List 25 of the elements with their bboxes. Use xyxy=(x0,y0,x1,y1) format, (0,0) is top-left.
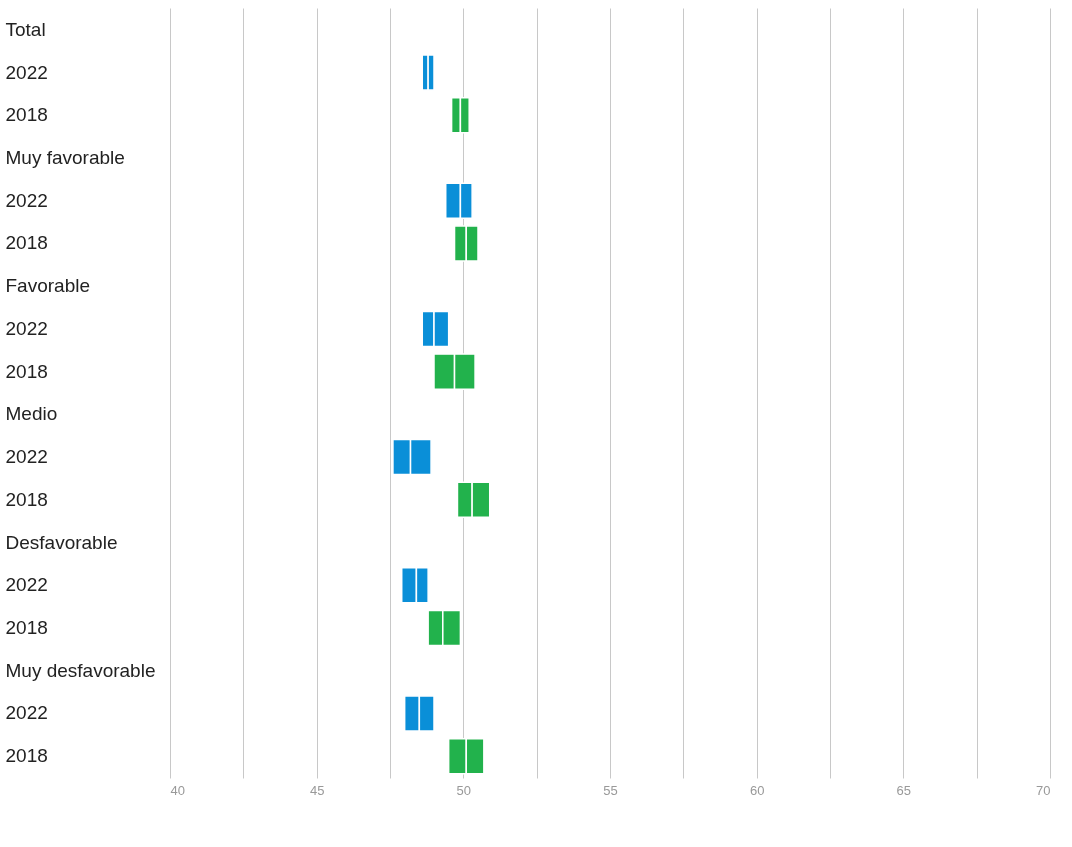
y-tick-label: 2018 xyxy=(5,232,48,254)
y-tick-label: 2022 xyxy=(5,446,48,468)
y-tick-label: 2022 xyxy=(5,189,48,211)
y-tick-label: Total xyxy=(5,18,46,40)
y-tick-label: 2018 xyxy=(5,360,48,382)
x-tick-label: 45 xyxy=(309,782,325,798)
x-tick-label: 55 xyxy=(603,782,618,798)
y-tick-label: Medio xyxy=(5,403,58,425)
y-tick-label: 2022 xyxy=(5,317,48,339)
y-tick-label: 2022 xyxy=(5,574,48,596)
y-tick-label: Desfavorable xyxy=(5,531,118,553)
y-tick-label: 2022 xyxy=(5,61,48,83)
y-tick-label: 2018 xyxy=(5,488,48,510)
x-tick-label: 60 xyxy=(749,782,765,798)
y-tick-label: 2022 xyxy=(5,702,48,724)
y-tick-label: Muy favorable xyxy=(5,146,125,168)
y-tick-label: 2018 xyxy=(5,104,48,126)
x-tick-label: 70 xyxy=(1036,782,1051,798)
y-tick-label: Muy desfavorable xyxy=(5,659,156,681)
y-tick-label: 2018 xyxy=(5,745,48,767)
x-tick-label: 65 xyxy=(896,782,912,798)
y-tick-label: 2018 xyxy=(5,617,48,639)
x-tick-label: 50 xyxy=(456,782,472,798)
y-tick-label: Favorable xyxy=(5,275,90,297)
x-tick-label: 40 xyxy=(170,782,185,798)
